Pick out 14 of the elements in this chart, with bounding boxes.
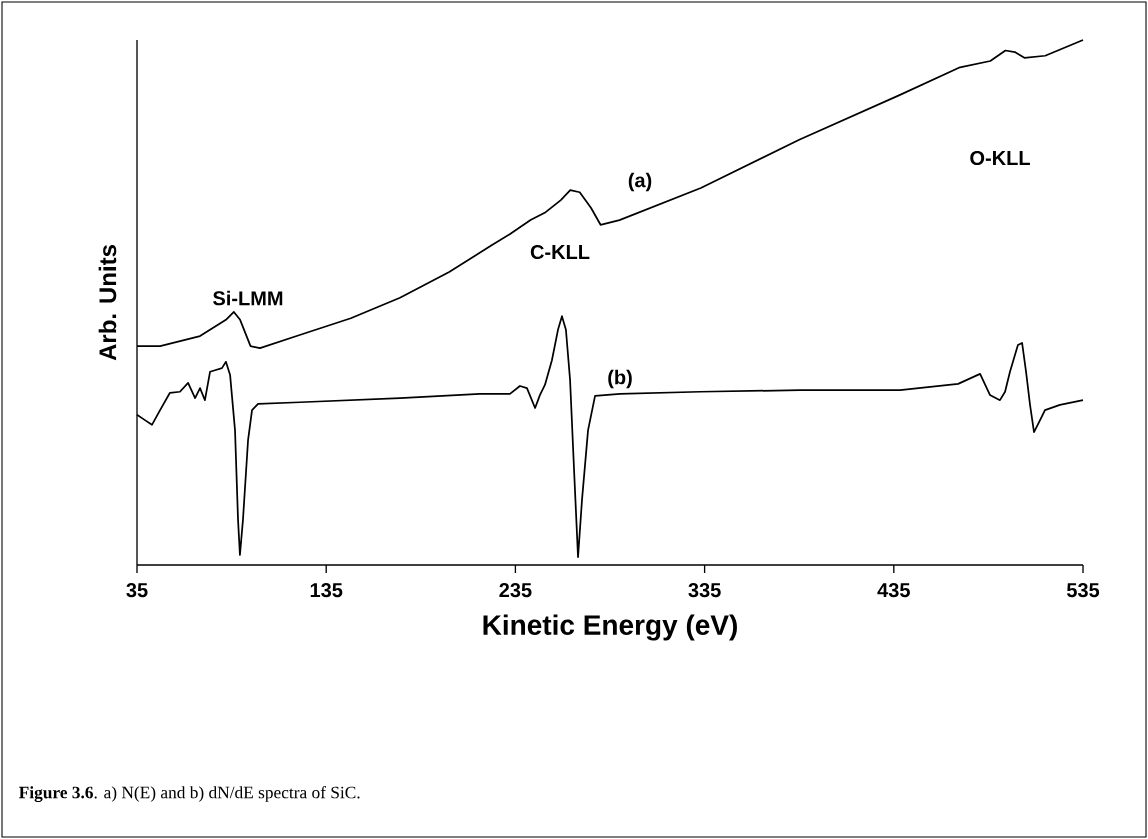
annotation: C-KLL <box>530 244 590 260</box>
x-tick-label: 435 <box>877 583 910 598</box>
series-label: (b) <box>608 369 632 389</box>
text: Figure 3.6. a) N(E) and b) dN/dE spectra of SiC. <box>19 785 360 803</box>
x-tick-label: 535 <box>1066 583 1100 598</box>
x-axis-title: Kinetic Energy (eV) <box>483 614 737 641</box>
annotation: O-KLL <box>970 150 1030 166</box>
annotation: Si-LMM <box>213 290 283 306</box>
y-axis-title: Arb. Units <box>98 245 117 361</box>
series-label: (a) <box>628 172 652 192</box>
x-tick-label: 35 <box>126 583 148 598</box>
x-tick-label: 335 <box>688 583 721 598</box>
x-tick-label: 135 <box>310 583 343 598</box>
x-tick-label: 235 <box>499 583 532 598</box>
